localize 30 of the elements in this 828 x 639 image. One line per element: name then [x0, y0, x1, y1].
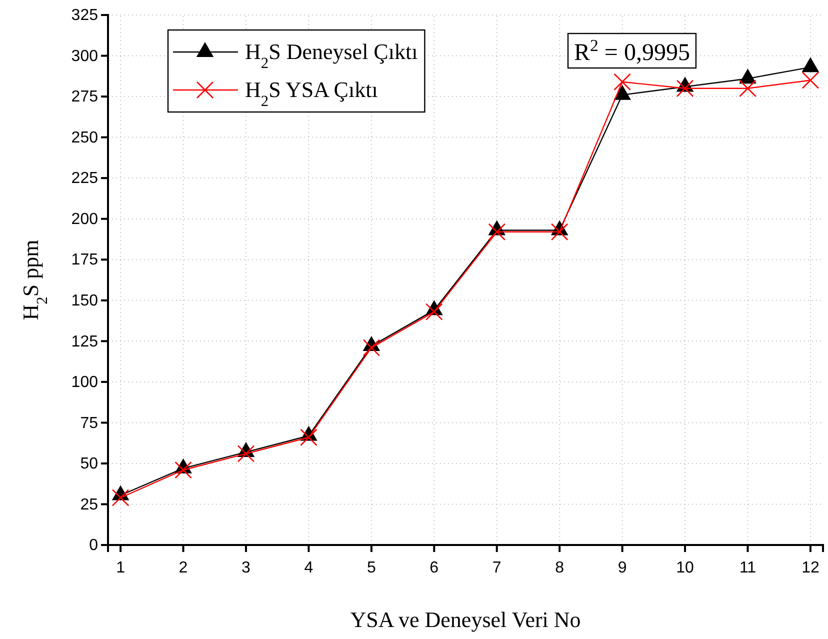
y-tick-label: 100 — [71, 374, 98, 392]
x-tick-label: 7 — [492, 560, 502, 577]
x-tick-label: 5 — [366, 560, 376, 577]
x-tick-label: 6 — [430, 560, 439, 577]
x-tick-label: 9 — [618, 560, 627, 577]
x-tick-label: 10 — [676, 560, 694, 577]
y-tick-label: 300 — [71, 48, 98, 65]
x-tick-label: 11 — [739, 560, 756, 577]
y-tick-label: 275 — [71, 88, 98, 106]
y-tick-label: 50 — [80, 456, 98, 473]
y-tick-label: 325 — [71, 7, 98, 24]
y-tick-label: 25 — [80, 496, 98, 514]
x-tick-label: 4 — [304, 560, 314, 577]
y-tick-label: 150 — [71, 292, 98, 310]
x-tick-label: 12 — [802, 560, 820, 577]
y-tick-label: 225 — [71, 170, 98, 188]
annotation: R$^{2}$ = 0,9995 — [574, 36, 690, 66]
y-tick-label: 250 — [71, 129, 98, 146]
y-tick-label: 75 — [80, 414, 98, 432]
legend-label: H$_{2}$S YSA Çıktı — [245, 77, 378, 110]
x-axis-title: YSA ve Deneysel Veri No — [350, 607, 581, 632]
y-tick-label: 200 — [71, 210, 98, 228]
x-tick-label: 3 — [242, 560, 251, 577]
legend-label: H$_{2}$S Deneysel Çıktı — [245, 39, 418, 72]
x-tick-label: 2 — [178, 560, 188, 577]
x-tick-label: 8 — [555, 560, 564, 577]
y-tick-label: 0 — [89, 537, 98, 554]
y-tick-label: 125 — [71, 333, 98, 350]
x-tick-label: 1 — [116, 560, 126, 577]
y-tick-label: 175 — [71, 252, 98, 269]
